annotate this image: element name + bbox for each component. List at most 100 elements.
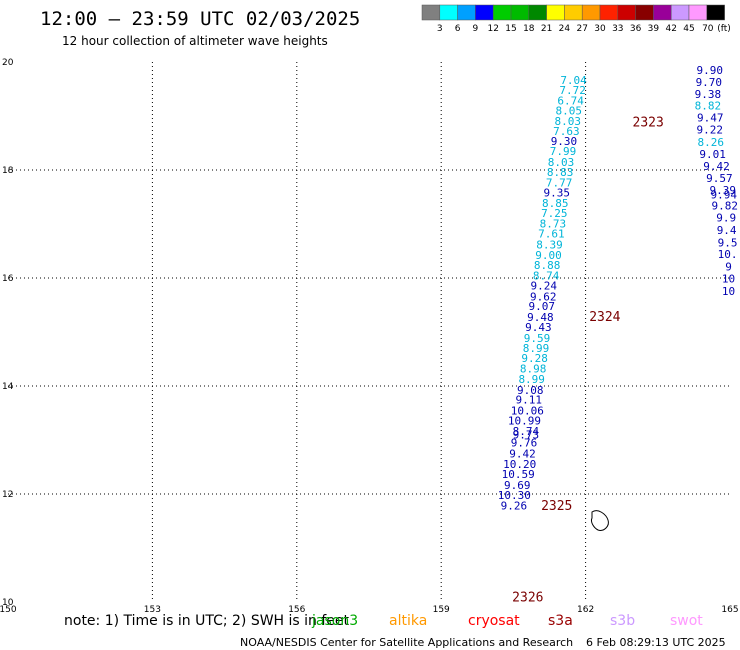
wave-height-value: 9.07 <box>529 300 556 313</box>
wave-height-value: 10.30 <box>498 489 531 502</box>
wave-height-value: 9.57 <box>706 172 733 185</box>
wave-height-value: 8.88 <box>534 259 561 272</box>
wave-height-value: 8.99 <box>523 342 550 355</box>
wave-height-value: 10 <box>722 285 735 298</box>
wave-height-value: 10.20 <box>503 458 536 471</box>
wave-height-value: 9.94 <box>710 188 737 201</box>
wave-height-value: 9.26 <box>501 499 528 512</box>
wave-height-value: 7.25 <box>541 207 568 220</box>
axis-labels: 150 153 156 159 162 165 20 18 16 14 12 10 <box>0 58 739 615</box>
wave-height-value: 9.5 <box>718 236 738 249</box>
colorbar-tick-label: 30 <box>594 24 606 34</box>
satellite-legend-s3b: s3b <box>610 613 636 629</box>
latitude-tick-label: 16 <box>2 274 14 284</box>
wave-height-value: 10. <box>718 248 738 261</box>
footer-note: note: 1) Time is in UTC; 2) SWH is in fe… <box>64 613 350 629</box>
satellite-legend-cryosat: cryosat <box>468 613 520 629</box>
longitude-tick-label: 162 <box>577 605 594 615</box>
wave-height-value: 7.77 <box>546 176 573 189</box>
wave-height-value: 9.76 <box>511 437 538 450</box>
wave-height-value: 7.72 <box>559 84 586 97</box>
wave-height-value: 8.05 <box>556 105 583 118</box>
latitude-tick-label: 12 <box>2 490 13 500</box>
wave-height-value: 8.82 <box>695 100 722 113</box>
wave-height-value: 8.03 <box>548 156 575 169</box>
wave-height-value: 9.47 <box>697 112 724 125</box>
colorbar-tick-label: 39 <box>648 24 660 34</box>
wave-height-value: 9.01 <box>699 148 726 161</box>
wave-height-value: 8.98 <box>520 363 547 376</box>
wave-height-value: 9.70 <box>696 76 723 89</box>
wave-height-value: 8.99 <box>518 373 545 386</box>
pass-number-label: 2323 <box>633 115 664 130</box>
pass-number-label: 2326 <box>512 591 543 606</box>
colorbar-tick-label: 15 <box>505 24 516 34</box>
longitude-tick-label: 150 <box>0 605 17 615</box>
wave-height-value: 6.74 <box>557 94 584 107</box>
lat-lon-grid <box>8 62 730 602</box>
wave-height-value: 9.4 <box>717 224 737 237</box>
satellite-legend-jason3: jason3 <box>312 613 359 629</box>
wave-height-value: 10.06 <box>511 404 544 417</box>
satellite-legend-swot: swot <box>670 613 703 629</box>
wave-height-value: 10 <box>722 273 735 286</box>
wave-height-value: 8.85 <box>542 197 569 210</box>
wave-height-value: 9.43 <box>525 321 552 334</box>
colorbar-swatch <box>706 4 725 21</box>
colorbar-tick-label: 21 <box>541 24 552 34</box>
wave-height-value: 9.38 <box>695 88 722 101</box>
wave-height-value: 9.08 <box>517 384 544 397</box>
generation-timestamp: 6 Feb 08:29:13 UTC 2025 <box>586 636 726 649</box>
wave-height-value: 8.39 <box>536 239 563 252</box>
wave-height-value: 9.48 <box>527 311 554 324</box>
longitude-tick-label: 159 <box>433 605 450 615</box>
wave-height-value: 9.35 <box>543 187 570 200</box>
wave-height-value: 9.39 <box>710 184 737 197</box>
colorbar-unit-label: (ft) <box>717 24 731 34</box>
colorbar-tick-label: 3 <box>437 24 443 34</box>
colorbar-tick-label: 6 <box>455 24 461 34</box>
wave-height-value: 9.42 <box>509 448 536 461</box>
map-subtitle: 12 hour collection of altimeter wave hei… <box>62 34 328 48</box>
wave-height-value: 9.42 <box>703 160 730 173</box>
wave-height-value: 10.59 <box>502 468 535 481</box>
credit-line: NOAA/NESDIS Center for Satellite Applica… <box>240 636 574 649</box>
wave-height-value: 9 <box>725 261 732 274</box>
pass-number-label: 2325 <box>541 499 572 514</box>
wave-height-value: 7.61 <box>538 228 565 241</box>
wave-height-value: 9.69 <box>504 479 531 492</box>
colorbar-tick-label: 12 <box>487 24 498 34</box>
longitude-tick-label: 156 <box>288 605 305 615</box>
wave-height-value: 8.74 <box>513 425 540 438</box>
wave-height-value: 9.9 <box>716 212 736 225</box>
wave-height-value: 8.03 <box>555 115 582 128</box>
wave-height-colorbar: 3 6 9 12 15 18 21 24 27 30 33 36 39 42 45 70 (ft) <box>421 4 731 34</box>
wave-height-value: 9.28 <box>521 352 548 365</box>
wave-height-value: 9.11 <box>516 394 543 407</box>
wave-height-value: 10.99 <box>508 415 541 428</box>
satellite-legend-altika: altika <box>389 613 428 629</box>
latitude-tick-label: 18 <box>2 166 14 176</box>
latitude-tick-label: 10 <box>2 598 14 608</box>
wave-height-value: 9.22 <box>697 124 724 137</box>
map-title: 12:00 – 23:59 UTC 02/03/2025 <box>40 8 361 30</box>
wave-height-value: 9.00 <box>535 249 562 262</box>
wave-height-value: 7.99 <box>550 145 577 158</box>
colorbar-tick-label: 36 <box>630 24 642 34</box>
altimeter-tracks: 7.047.726.748.058.037.639.307.998.038.83… <box>498 64 738 512</box>
colorbar-tick-label: 27 <box>576 24 587 34</box>
pass-labels: 2323 2324 2325 2326 <box>512 115 664 605</box>
wave-height-value: 9.62 <box>530 290 557 303</box>
longitude-tick-label: 165 <box>721 605 738 615</box>
wave-height-value: 7.04 <box>560 74 587 87</box>
wave-height-value: 8.26 <box>697 136 724 149</box>
wave-height-value: 9.82 <box>711 200 738 213</box>
wave-height-value: 9.73 <box>513 429 540 442</box>
colorbar-tick-label: 24 <box>559 24 571 34</box>
wave-height-value: 9.59 <box>524 332 551 345</box>
longitude-tick-label: 153 <box>144 605 161 615</box>
satellite-legend-s3a: s3a <box>548 613 573 629</box>
colorbar-tick-label: 70 <box>702 24 714 34</box>
latitude-tick-label: 14 <box>2 382 14 392</box>
